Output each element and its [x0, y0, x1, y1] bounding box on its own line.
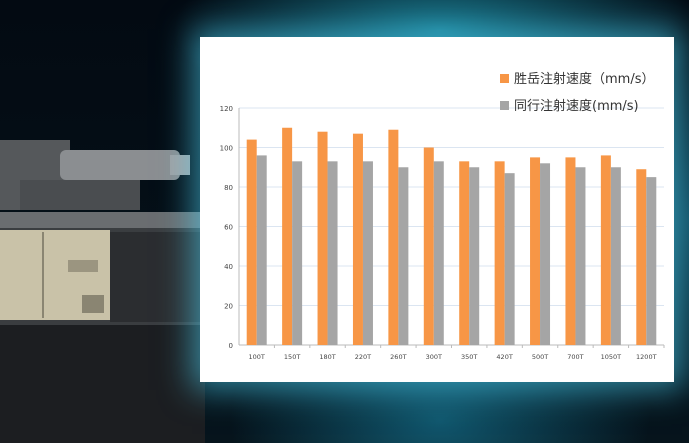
legend-label: 同行注射速度(mm/s)	[514, 98, 639, 114]
bar-peer-180T	[327, 161, 338, 345]
y-tick-label: 100	[220, 145, 233, 153]
x-tick-label: 100T	[249, 353, 265, 361]
y-tick-label: 40	[224, 263, 233, 271]
x-tick-label: 1200T	[636, 353, 657, 361]
y-tick-label: 120	[220, 105, 233, 113]
x-tick-label: 220T	[355, 353, 371, 361]
x-tick-label: 300T	[426, 353, 442, 361]
bar-peer-300T	[433, 161, 444, 345]
bar-shengyue-350T	[459, 161, 470, 345]
x-tick-label: 150T	[284, 353, 300, 361]
bar-shengyue-1200T	[636, 169, 647, 345]
bar-peer-100T	[256, 155, 267, 345]
bar-peer-260T	[398, 167, 409, 345]
bar-peer-350T	[469, 167, 480, 345]
bar-chart: 0 20 40 60 80 100 120 100T 150T 180T 220T 260T 300T 3…	[220, 71, 665, 361]
bar-peer-1050T	[610, 167, 621, 345]
x-tick-label: 260T	[390, 353, 406, 361]
x-tick-label: 350T	[461, 353, 477, 361]
y-tick-label: 80	[224, 184, 233, 192]
y-tick-label: 0	[229, 342, 233, 350]
bar-shengyue-180T	[317, 131, 328, 345]
x-tick-label: 700T	[567, 353, 583, 361]
legend-swatch	[500, 74, 509, 83]
bar-peer-220T	[362, 161, 373, 345]
chart-panel: 0 20 40 60 80 100 120 100T 150T 180T 220T 260T 300T 3…	[200, 37, 674, 382]
x-tick-label: 1050T	[601, 353, 622, 361]
x-tick-label: 180T	[319, 353, 335, 361]
bar-shengyue-420T	[494, 161, 505, 345]
y-tick-label: 60	[224, 224, 233, 232]
bar-shengyue-100T	[246, 139, 257, 345]
y-tick-label: 20	[224, 303, 233, 311]
bar-shengyue-1050T	[600, 155, 611, 345]
bar-peer-500T	[540, 163, 551, 345]
bar-peer-1200T	[646, 177, 657, 345]
bar-shengyue-150T	[282, 127, 293, 345]
bar-peer-150T	[292, 161, 303, 345]
bar-peer-700T	[575, 167, 586, 345]
bar-shengyue-260T	[388, 129, 399, 345]
bar-shengyue-500T	[530, 157, 541, 345]
x-tick-label: 500T	[532, 353, 548, 361]
legend-label: 胜岳注射速度（mm/s）	[514, 71, 654, 87]
bar-shengyue-300T	[423, 147, 434, 345]
x-tick-label: 420T	[496, 353, 512, 361]
bar-shengyue-700T	[565, 157, 576, 345]
legend-swatch	[500, 101, 509, 110]
injection-machine-image	[0, 140, 205, 443]
bar-peer-420T	[504, 173, 515, 345]
bar-shengyue-220T	[352, 133, 363, 345]
